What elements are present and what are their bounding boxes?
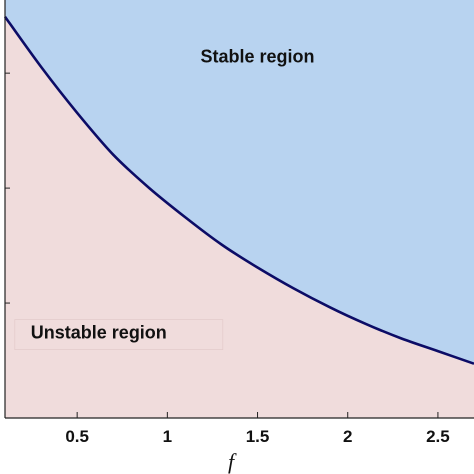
x-tick-label: 2.5 [426, 427, 450, 446]
x-tick-marks [76, 412, 439, 418]
x-axis-title: f [228, 449, 237, 474]
stable-region-label: Stable region [200, 47, 314, 67]
x-tick-label: 1.5 [246, 427, 270, 446]
unstable-region-label: Unstable region [31, 323, 167, 343]
x-tick-labels: 0.5 1 1.5 2 2.5 [65, 427, 449, 446]
x-tick-label: 1 [163, 427, 172, 446]
y-tick-marks [5, 72, 10, 304]
x-tick-label: 0.5 [65, 427, 89, 446]
x-tick-label: 2 [343, 427, 352, 446]
unstable-label-box [14, 319, 224, 351]
stable-region-area [5, 0, 474, 364]
unstable-region-area [5, 16, 474, 418]
stability-boundary-line [3, 15, 474, 365]
